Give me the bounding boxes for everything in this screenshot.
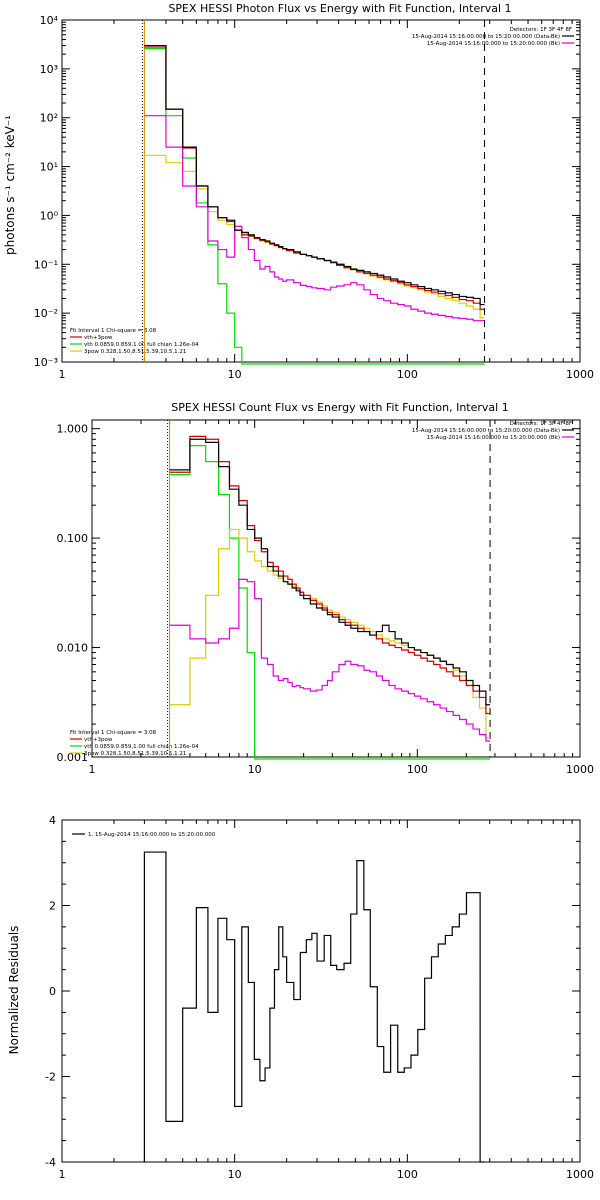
residuals-y-tick-label: -2 bbox=[45, 1071, 56, 1084]
count-series-fit-total bbox=[169, 435, 491, 715]
photon-y-tick-label: 10⁴ bbox=[40, 14, 59, 27]
photon-x-tick-label: 1 bbox=[59, 368, 66, 381]
photon-legend-vthpow: vth+3pow bbox=[84, 335, 113, 341]
residuals-y-tick-label: -4 bbox=[45, 1156, 56, 1169]
photon-x-tick-label: 100 bbox=[397, 368, 418, 381]
residuals-y-tick-label: 4 bbox=[49, 814, 56, 827]
photon-y-tick-label: 10⁻¹ bbox=[34, 258, 58, 271]
photon-series-vth bbox=[144, 47, 485, 365]
residuals-legend-interval: 1. 15-Aug-2014 15:16:00.000 to 15:20:00.… bbox=[88, 832, 216, 838]
photon-y-tick-label: 10⁰ bbox=[40, 209, 59, 222]
photon-flux-title: SPEX HESSI Photon Flux vs Energy with Fi… bbox=[168, 2, 511, 15]
photon-legend-fit: Fit Interval 1 Chi-square = 3.08 bbox=[70, 328, 157, 334]
residuals-x-tick-label: 1 bbox=[59, 1168, 66, 1181]
photon-y-tick-label: 10¹ bbox=[40, 161, 58, 174]
residuals-x-tick-label: 1000 bbox=[566, 1168, 594, 1181]
residuals-plot-frame bbox=[61, 819, 581, 1163]
count-series-background bbox=[169, 578, 491, 742]
photon-legend-vth: vth 0.0859,0.859,1.00 full chian 1.26e-0… bbox=[84, 342, 199, 348]
count-header-bk: 15-Aug-2014 15:16:00.000 to 15:20:00.000… bbox=[427, 435, 560, 441]
photon-series-data bbox=[144, 44, 485, 306]
count-x-tick-label: 1000 bbox=[566, 763, 594, 776]
count-x-tick-label: 1 bbox=[89, 763, 96, 776]
count-legend-vthpow: vth+3pow bbox=[84, 737, 113, 743]
count-header-data-bk: 15-Aug-2014 15:16:00.000 to 15:20:00.000… bbox=[412, 428, 560, 434]
count-series-3pow bbox=[169, 528, 491, 739]
residuals-x-tick-label: 10 bbox=[228, 1168, 242, 1181]
photon-x-tick-label: 1000 bbox=[566, 368, 594, 381]
photon-y-tick-label: 10⁻² bbox=[34, 307, 58, 320]
residuals-panel: Normalized Residuals 1. 15-Aug-2014 15:1… bbox=[7, 814, 594, 1181]
photon-legend-3pow: 3pow 0.328,1.50,8.51,5.39,10.5,1.21 bbox=[84, 349, 186, 355]
residuals-x-tick-label: 100 bbox=[397, 1168, 418, 1181]
residuals-y-tick-label: 0 bbox=[49, 985, 56, 998]
count-plot-frame bbox=[91, 419, 581, 758]
photon-series-fit-total bbox=[144, 46, 485, 310]
count-header-detectors: Detectors: 1F 3F 4F 8F bbox=[510, 421, 572, 427]
residuals-series bbox=[143, 851, 485, 1163]
count-y-tick-label: 0.001 bbox=[57, 751, 89, 764]
photon-flux-ylabel: photons s⁻¹ cm⁻² keV⁻¹ bbox=[3, 115, 17, 255]
photon-y-tick-label: 10³ bbox=[40, 63, 58, 76]
photon-header-data-bk: 15-Aug-2014 15:16:00.000 to 15:20:00.000… bbox=[412, 34, 560, 40]
count-flux-panel: SPEX HESSI Count Flux vs Energy with Fit… bbox=[57, 401, 595, 776]
count-y-tick-label: 0.010 bbox=[57, 642, 89, 655]
photon-plot-frame bbox=[61, 19, 581, 363]
residuals-y-tick-label: 2 bbox=[49, 900, 56, 913]
photon-header-detectors: Detectors: 1F 3F 4F 8F bbox=[510, 27, 572, 33]
photon-series-3pow bbox=[144, 154, 485, 319]
photon-x-tick-label: 10 bbox=[228, 368, 242, 381]
count-legend-vth: vth 0.0859,0.859,1.00 full chian 1.26e-0… bbox=[84, 744, 199, 750]
count-y-tick-label: 0.100 bbox=[57, 532, 89, 545]
count-y-tick-label: 1.000 bbox=[57, 423, 89, 436]
photon-y-tick-label: 10⁻³ bbox=[34, 356, 58, 369]
photon-y-tick-label: 10² bbox=[40, 112, 58, 125]
count-series-vth bbox=[169, 445, 491, 760]
count-legend-3pow: 3pow 0.328,1.50,8.51,5.39,10.5,1.21 bbox=[84, 751, 186, 757]
photon-header-bk: 15-Aug-2014 15:16:00.000 to 15:20:00.000… bbox=[427, 41, 560, 47]
count-legend-fit: Fit Interval 1 Chi-square = 3.08 bbox=[70, 730, 157, 736]
count-x-tick-label: 100 bbox=[407, 763, 428, 776]
count-x-tick-label: 10 bbox=[248, 763, 262, 776]
photon-flux-panel: SPEX HESSI Photon Flux vs Energy with Fi… bbox=[3, 2, 594, 381]
residuals-ylabel: Normalized Residuals bbox=[7, 926, 21, 1055]
count-flux-title: SPEX HESSI Count Flux vs Energy with Fit… bbox=[171, 401, 508, 414]
count-series-data bbox=[169, 438, 491, 706]
